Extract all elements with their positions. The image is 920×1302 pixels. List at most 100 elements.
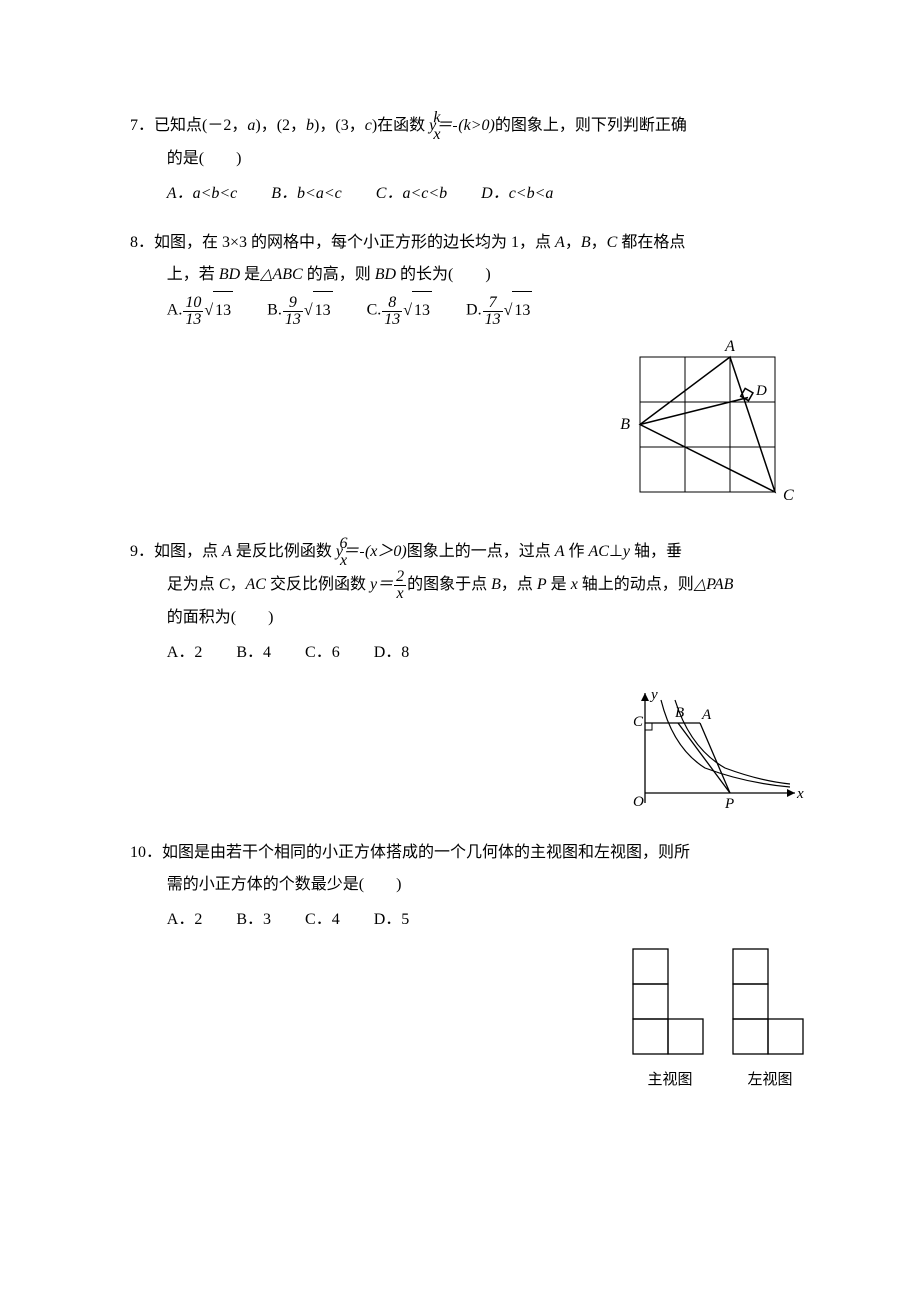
- svg-text:D: D: [755, 383, 767, 399]
- svg-text:x: x: [796, 786, 804, 802]
- q8-option-c[interactable]: C.813√13: [367, 291, 432, 330]
- q9-c1b: ，: [229, 576, 245, 593]
- q7-option-d[interactable]: D．c<b<a: [481, 175, 553, 213]
- q9-c1d: 的图象于点: [407, 576, 491, 593]
- q10-left-view: 左视图: [730, 946, 810, 1089]
- q7-stem-line2: 的是( ): [130, 143, 810, 175]
- svg-text:A: A: [724, 338, 735, 355]
- q7-t1: 已知点(－2，: [154, 117, 247, 134]
- q9-option-a[interactable]: A．2: [167, 634, 203, 672]
- q8-b-rad: 13: [313, 291, 333, 330]
- q7-t4: )在函数: [372, 117, 429, 134]
- q8-c1c: 的高，则: [303, 266, 375, 283]
- q8-c-label: C.: [367, 302, 382, 319]
- q10-stem-line2: 需的小正方体的个数最少是( ): [130, 869, 810, 901]
- q9-option-b[interactable]: B．4: [236, 634, 271, 672]
- q8-b-den: 13: [283, 311, 303, 328]
- q7-frac: kx: [453, 110, 457, 143]
- q10-option-c[interactable]: C．4: [305, 901, 340, 939]
- q7-frac-den: x: [453, 126, 457, 143]
- q9-AC: AC: [589, 543, 609, 560]
- q10-left-svg: [730, 946, 810, 1061]
- question-8: 8．如图，在 3×3 的网格中，每个小正方形的边长均为 1，点 A，B，C 都在…: [130, 227, 810, 521]
- q8-s2: ，: [591, 234, 607, 251]
- q9-A2: A: [555, 543, 565, 560]
- question-10: 10．如图是由若干个相同的小正方体搭成的一个几何体的主视图和左视图，则所 需的小…: [130, 837, 810, 1088]
- q10-number: 10．: [130, 844, 162, 861]
- q7-options: A．a<b<c B．b<a<c C．a<c<b D．c<b<a: [130, 175, 810, 213]
- q8-tri: △ABC: [260, 266, 303, 283]
- q9-cond1: (x＞0): [365, 543, 407, 560]
- q9-t5: 轴，垂: [630, 543, 682, 560]
- svg-text:O: O: [633, 794, 644, 810]
- q10-t1: 如图是由若干个相同的小正方体搭成的一个几何体的主视图和左视图，则所: [162, 844, 690, 861]
- q9-x: x: [571, 576, 578, 593]
- question-7: 7．已知点(－2，a)，(2，b)，(3，c)在函数 y＝kx(k>0)的图象上…: [130, 110, 810, 213]
- q9-f2d: x: [394, 585, 406, 602]
- q9-perp: ⊥: [609, 543, 623, 560]
- q8-figure-wrap: A B C D: [130, 337, 810, 522]
- q7-number: 7．: [130, 117, 154, 134]
- q8-d-den: 13: [483, 311, 503, 328]
- q8-figure: A B C D: [620, 337, 810, 517]
- q10-c1: 需的小正方体的个数最少是( ): [167, 876, 402, 893]
- q10-option-d[interactable]: D．5: [374, 901, 410, 939]
- q8-a-label: A.: [167, 302, 183, 319]
- q8-d-num: 7: [483, 295, 503, 311]
- q8-t1: 如图，在 3×3 的网格中，每个小正方形的边长均为 1，点: [154, 234, 555, 251]
- q9-stem-line1: 9．如图，点 A 是反比例函数 y＝6x(x＞0)图象上的一点，过点 A 作 A…: [130, 536, 810, 569]
- q7-option-a[interactable]: A．a<b<c: [167, 175, 237, 213]
- q9-c1g: 轴上的动点，则: [578, 576, 694, 593]
- q7-t2: )，(2，: [255, 117, 306, 134]
- q8-c-frac: 813: [382, 295, 402, 328]
- q8-d-label: D.: [466, 302, 482, 319]
- q10-left-caption: 左视图: [730, 1068, 810, 1089]
- q8-a-rad: 13: [213, 291, 233, 330]
- q8-number: 8．: [130, 234, 154, 251]
- q8-a-frac: 1013: [183, 295, 203, 328]
- q8-c-rad: 13: [412, 291, 432, 330]
- q9-option-d[interactable]: D．8: [374, 634, 410, 672]
- q8-option-b[interactable]: B.913√13: [267, 291, 332, 330]
- q9-y: y: [623, 543, 630, 560]
- q8-C: C: [607, 234, 618, 251]
- q8-option-d[interactable]: D.713√13: [466, 291, 532, 330]
- q8-A: A: [555, 234, 565, 251]
- q9-c1c: 交反比例函数: [266, 576, 370, 593]
- q9-option-c[interactable]: C．6: [305, 634, 340, 672]
- q10-option-b[interactable]: B．3: [236, 901, 271, 939]
- q9-f2: 2x: [394, 569, 406, 602]
- q8-a-num: 10: [183, 295, 203, 311]
- q8-stem-line1: 8．如图，在 3×3 的网格中，每个小正方形的边长均为 1，点 A，B，C 都在…: [130, 227, 810, 259]
- q8-c1d: 的长为( ): [396, 266, 491, 283]
- q9-C: C: [219, 576, 230, 593]
- q9-number: 9．: [130, 543, 154, 560]
- q9-t4: 作: [565, 543, 589, 560]
- q9-P: P: [537, 576, 547, 593]
- q10-front-view: 主视图: [630, 946, 710, 1089]
- q8-option-a[interactable]: A.1013√13: [167, 291, 233, 330]
- q7-c: c: [365, 117, 372, 134]
- svg-text:C: C: [783, 487, 794, 504]
- q9-f2lhs: y＝: [370, 576, 393, 593]
- q10-option-a[interactable]: A．2: [167, 901, 203, 939]
- q9-c1a: 足为点: [167, 576, 219, 593]
- svg-text:y: y: [649, 687, 658, 703]
- q10-figure-wrap: 主视图 左视图: [130, 946, 810, 1089]
- q7-frac-num: k: [453, 110, 457, 126]
- q10-options: A．2 B．3 C．4 D．5: [130, 901, 810, 939]
- q8-b-frac: 913: [283, 295, 303, 328]
- q9-AC2: AC: [246, 576, 266, 593]
- q7-option-c[interactable]: C．a<c<b: [376, 175, 447, 213]
- q9-B: B: [491, 576, 501, 593]
- q7-stem-line1: 7．已知点(－2，a)，(2，b)，(3，c)在函数 y＝kx(k>0)的图象上…: [130, 110, 810, 143]
- q8-options: A.1013√13 B.913√13 C.813√13 D.713√13: [130, 291, 810, 330]
- q8-c1b: 是: [240, 266, 260, 283]
- q9-c2: 的面积为( ): [167, 609, 274, 626]
- q7-option-b[interactable]: B．b<a<c: [271, 175, 341, 213]
- q8-B: B: [581, 234, 591, 251]
- q9-t2: 是反比例函数: [232, 543, 336, 560]
- q9-f1: 6x: [360, 536, 364, 569]
- q8-s1: ，: [565, 234, 581, 251]
- q9-tri: △PAB: [694, 576, 734, 593]
